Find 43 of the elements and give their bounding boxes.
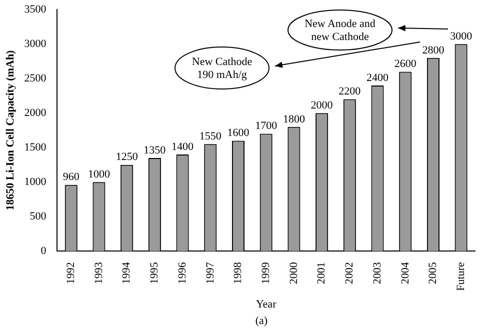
- data-label: 2400: [366, 72, 390, 84]
- x-tick-label: 1992: [65, 262, 78, 284]
- x-tick-label: 1998: [232, 262, 244, 284]
- x-tick-label: Future: [454, 262, 467, 291]
- data-label: 3000: [450, 30, 473, 42]
- y-tick-label: 3000: [24, 38, 47, 50]
- x-tick-label: 1993: [92, 262, 105, 284]
- y-tick-label: 500: [30, 210, 47, 222]
- x-tick-label: 1995: [148, 262, 161, 284]
- data-label: 1250: [116, 151, 138, 164]
- data-label: 1400: [172, 140, 194, 153]
- data-label: 1800: [282, 113, 306, 126]
- x-tick-label: 1999: [260, 262, 272, 284]
- y-tick-label: 2000: [24, 106, 47, 119]
- data-label: 2000: [310, 99, 334, 112]
- annotation: New Anode and new Cathode: [304, 18, 376, 43]
- x-tick-label: 2000: [288, 262, 300, 284]
- x-tick-label: 1997: [204, 262, 216, 284]
- x-tick-label: 1996: [176, 262, 188, 284]
- data-label: 1700: [255, 120, 278, 132]
- x-tick-label: 2005: [427, 262, 440, 284]
- x-tick-label: 1994: [120, 262, 133, 284]
- data-label: 2800: [422, 44, 445, 56]
- data-label: 2600: [394, 58, 417, 70]
- data-label: 2200: [338, 86, 362, 98]
- data-label: 1550: [199, 130, 222, 143]
- text: (a): [254, 315, 269, 327]
- annotation: New Cathode 190 mAh/g: [192, 56, 252, 81]
- y-axis-title: 18650 Li-Ion Cell Capacity (mAh): [4, 50, 16, 210]
- x-tick-label: 2002: [344, 262, 356, 284]
- y-tick-label: 3500: [24, 3, 47, 16]
- x-tick-label: 2001: [316, 262, 328, 284]
- y-tick-label: 0: [40, 244, 47, 257]
- data-label: 1000: [88, 168, 110, 180]
- y-tick-label: 2500: [24, 72, 47, 84]
- data-label: 1350: [144, 144, 166, 156]
- x-tick-label: 2004: [399, 262, 412, 284]
- y-tick-label: 1000: [24, 176, 47, 188]
- y-tick-label: 1500: [24, 141, 47, 154]
- x-axis-title: Year: [256, 298, 277, 310]
- data-label: 960: [62, 171, 80, 184]
- x-tick-label: 2003: [371, 262, 384, 284]
- data-label: 1600: [227, 127, 250, 140]
